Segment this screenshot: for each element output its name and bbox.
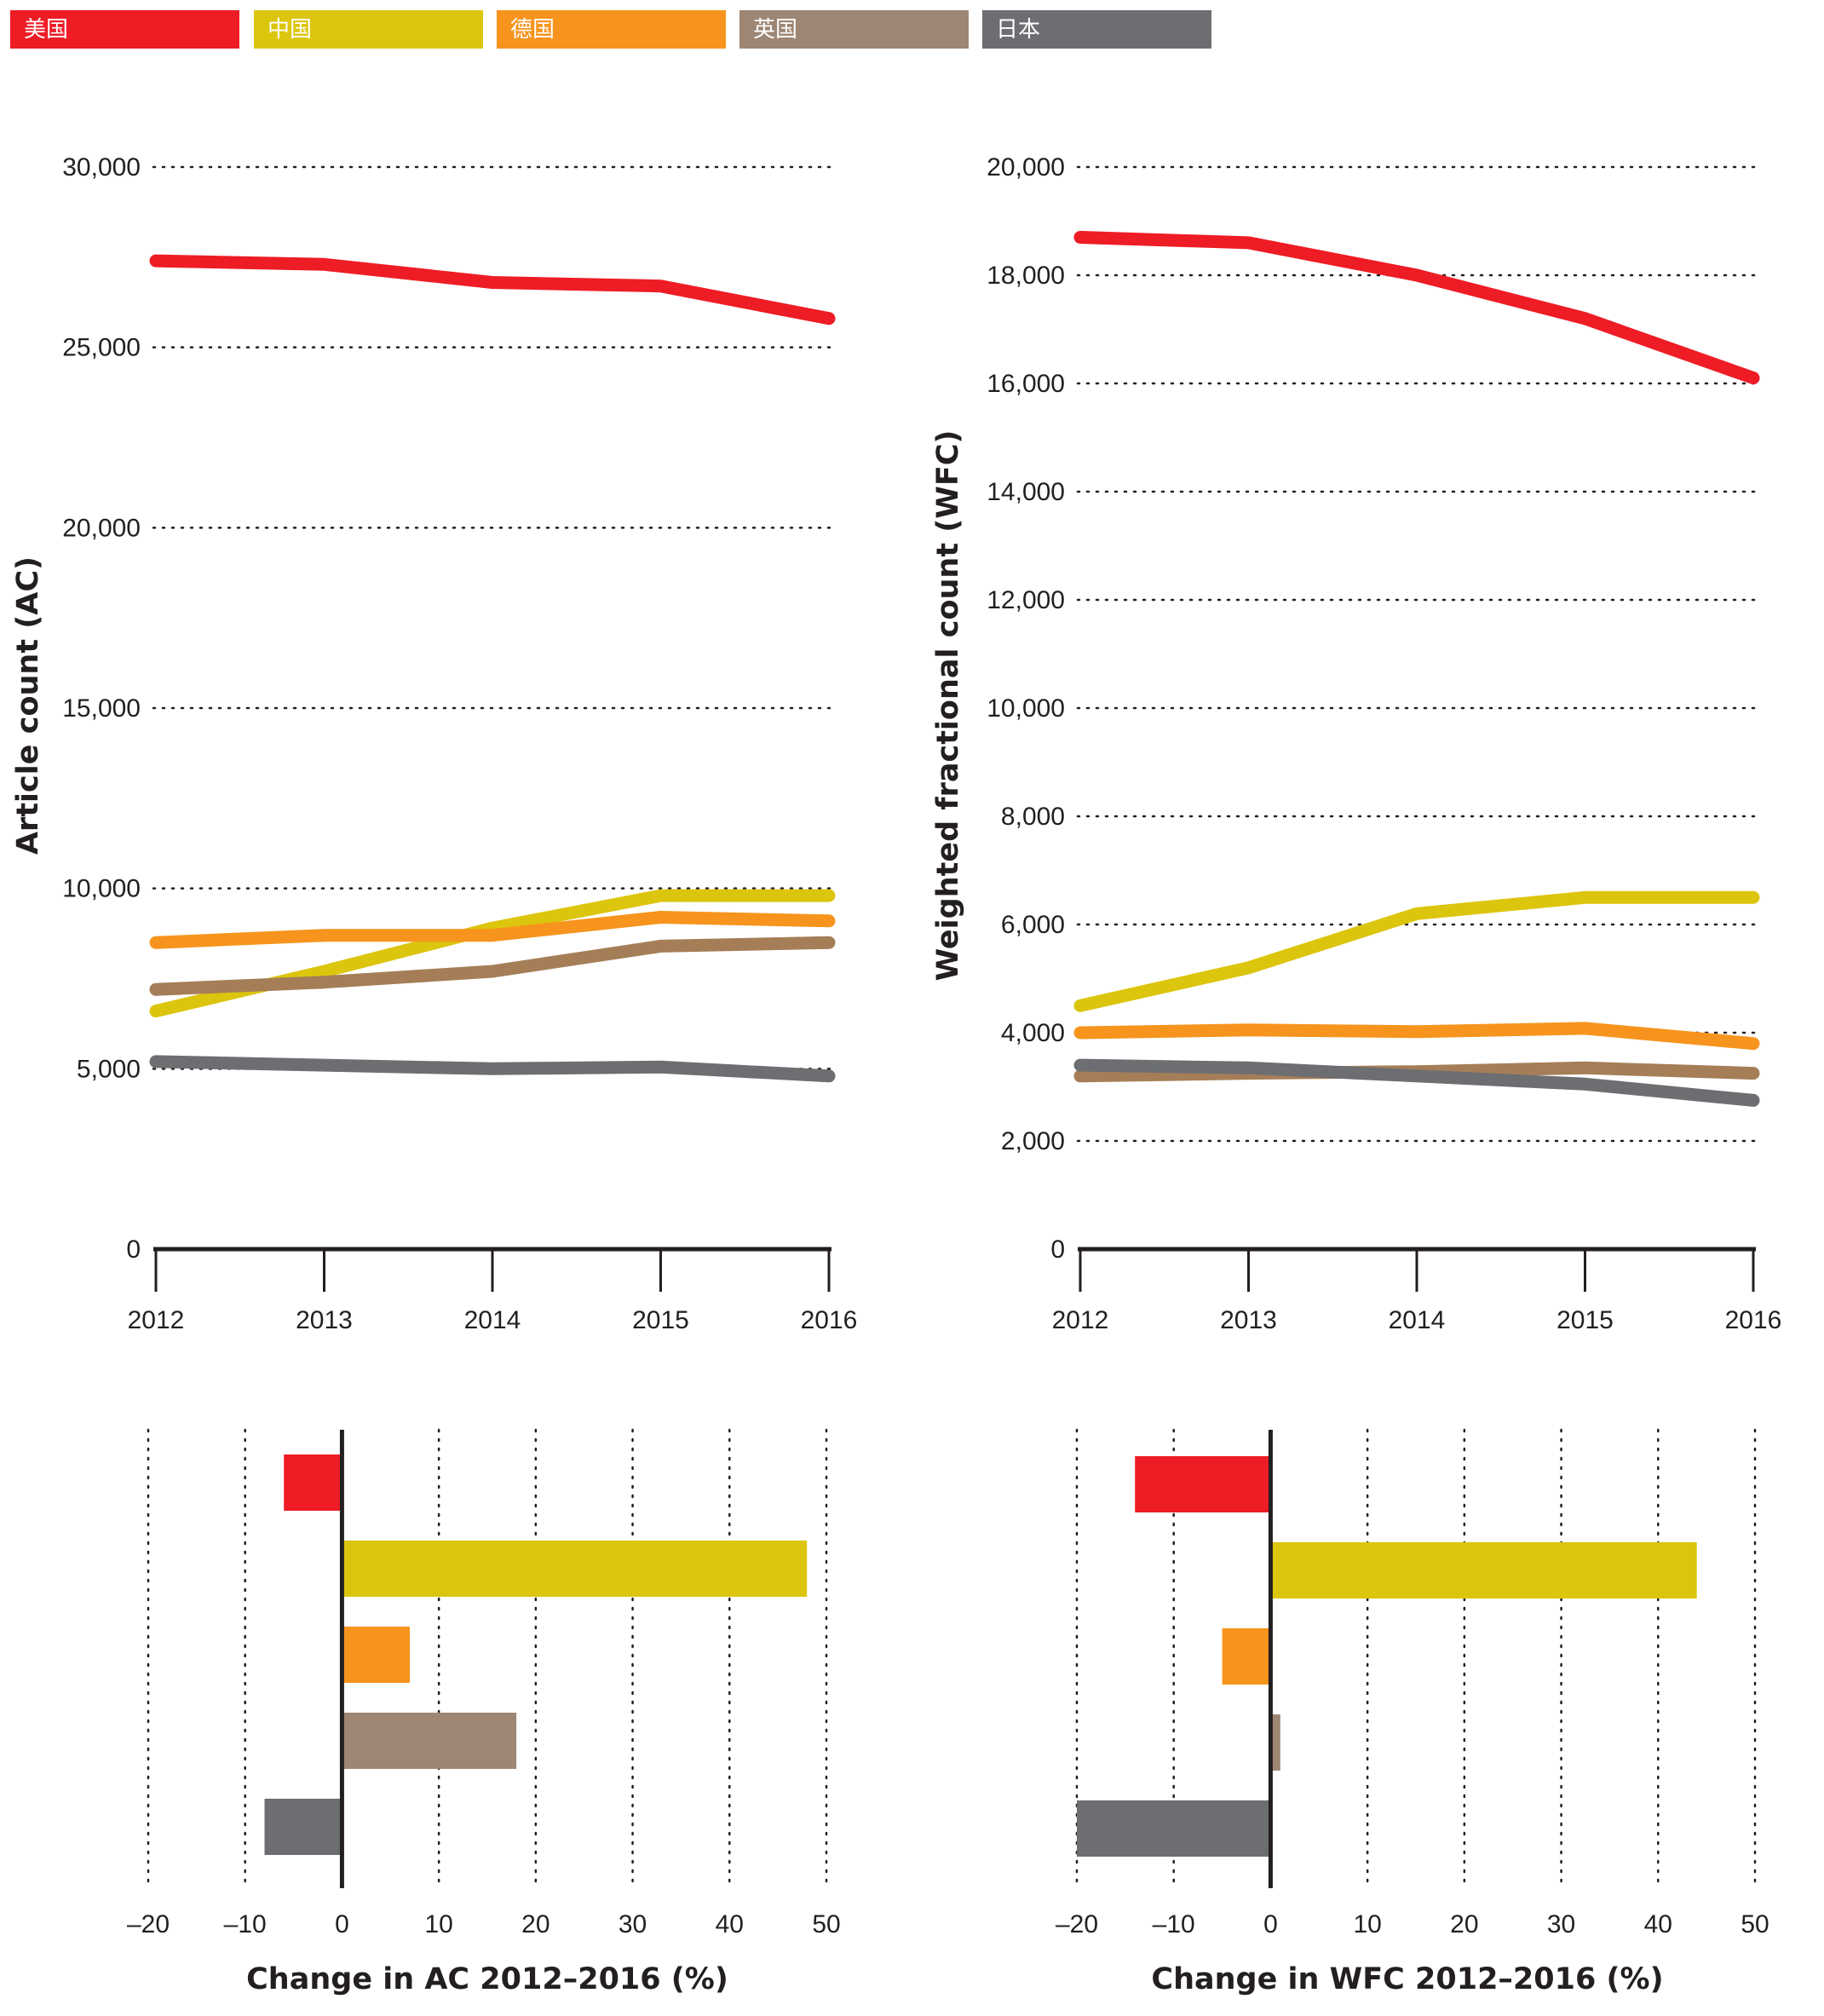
- x-tick-label: 0: [335, 1910, 349, 1938]
- x-tick-label: –10: [224, 1910, 267, 1938]
- series-line-germany: [1073, 1022, 1760, 1051]
- y-tick-label: 2,000: [1001, 1127, 1065, 1155]
- bar-china: [1270, 1542, 1697, 1598]
- y-tick-label: 14,000: [987, 478, 1065, 506]
- legend-swatch-uk: [739, 10, 969, 49]
- legend-swatch-china: [254, 10, 483, 49]
- x-tick-label: 2014: [464, 1306, 521, 1334]
- bar-usa: [1135, 1456, 1271, 1512]
- series-line-japan: [1073, 1058, 1760, 1107]
- bar-japan: [264, 1799, 342, 1855]
- legend-label-japan: 日本: [996, 17, 1040, 43]
- series-line-usa: [149, 254, 836, 325]
- x-tick-label: 2016: [1725, 1306, 1782, 1334]
- x-tick-label: 2012: [1052, 1306, 1109, 1334]
- legend-swatch-germany: [497, 10, 726, 49]
- line-chart-article-count: 0 5,000 10,000 15,000 20,000 25,000 30,000 2012…: [62, 153, 857, 1334]
- y-tick-label: 10,000: [987, 694, 1065, 723]
- y-tick-label: 15,000: [62, 694, 141, 723]
- bar-china: [342, 1541, 808, 1597]
- x-tick-label: 0: [1263, 1910, 1278, 1938]
- legend-swatch-usa: [10, 10, 239, 49]
- x-tick-label: 20: [1450, 1910, 1478, 1938]
- y-tick-label: 16,000: [987, 370, 1065, 398]
- x-tick-label: 30: [619, 1910, 647, 1938]
- y-tick-label: 18,000: [987, 262, 1065, 290]
- x-tick-label: 2013: [296, 1306, 353, 1334]
- y-tick-label: 10,000: [62, 875, 141, 903]
- bar-germany: [1222, 1628, 1271, 1685]
- x-tick-label: 2014: [1389, 1306, 1446, 1334]
- x-tick-label: 2013: [1220, 1306, 1277, 1334]
- x-tick-label: 2012: [128, 1306, 185, 1334]
- x-tick-label: 40: [1644, 1910, 1672, 1938]
- x-axis-title-change-ac: Change in AC 2012–2016 (%): [246, 1962, 728, 1996]
- bar-usa: [284, 1454, 342, 1511]
- bar-uk: [1270, 1714, 1280, 1771]
- y-tick-label: 0: [1050, 1236, 1065, 1264]
- x-tick-label: –10: [1153, 1910, 1195, 1938]
- bar-uk: [342, 1713, 517, 1769]
- legend-label-china: 中国: [268, 17, 312, 43]
- legend-label-usa: 美国: [24, 17, 68, 43]
- legend-label-germany: 德国: [510, 17, 555, 43]
- x-tick-label: 10: [1353, 1910, 1381, 1938]
- y-axis-title-wfc: Weighted fractional count (WFC): [931, 430, 965, 982]
- legend-swatch-japan: [982, 10, 1211, 49]
- bar-chart-change-wfc: –20 –10 0 10 20 30 40 50: [1056, 1428, 1769, 1938]
- x-tick-label: 40: [716, 1910, 744, 1938]
- legend-item-uk: 英国: [739, 10, 969, 49]
- x-tick-label: 50: [1741, 1910, 1769, 1938]
- x-tick-label: 30: [1547, 1910, 1575, 1938]
- y-tick-label: 20,000: [987, 153, 1065, 181]
- y-tick-label: 30,000: [62, 153, 141, 181]
- y-tick-label: 4,000: [1001, 1019, 1065, 1047]
- series-line-germany: [149, 911, 836, 949]
- legend-label-uk: 英国: [753, 17, 797, 43]
- y-tick-label: 20,000: [62, 514, 141, 542]
- x-tick-label: 50: [812, 1910, 840, 1938]
- x-tick-label: 10: [424, 1910, 452, 1938]
- legend-item-japan: 日本: [982, 10, 1211, 49]
- y-tick-label: 12,000: [987, 586, 1065, 614]
- y-axis-title-ac: Article count (AC): [11, 556, 45, 855]
- bar-japan: [1077, 1800, 1271, 1857]
- x-tick-label: –20: [127, 1910, 170, 1938]
- y-tick-label: 25,000: [62, 334, 141, 362]
- x-tick-label: 20: [521, 1910, 550, 1938]
- line-chart-weighted-fractional-count: 0 2,000 4,000 6,000 8,000 10,000 12,000 14,000 1…: [987, 153, 1781, 1334]
- bar-germany: [342, 1627, 410, 1683]
- y-tick-label: 0: [126, 1236, 141, 1264]
- series-line-uk: [149, 936, 836, 996]
- x-tick-label: 2015: [632, 1306, 689, 1334]
- legend-item-germany: 德国: [497, 10, 726, 49]
- x-axis-title-change-wfc: Change in WFC 2012–2016 (%): [1151, 1962, 1663, 1996]
- legend-item-china: 中国: [254, 10, 483, 49]
- x-tick-label: 2016: [801, 1306, 858, 1334]
- y-tick-label: 8,000: [1001, 803, 1065, 831]
- x-tick-label: –20: [1056, 1910, 1098, 1938]
- y-tick-label: 5,000: [77, 1055, 141, 1083]
- x-tick-label: 2015: [1556, 1306, 1614, 1334]
- series-line-china: [1073, 890, 1760, 1012]
- bar-chart-change-ac: –20 –10 0 10 20 30 40 50: [127, 1428, 841, 1938]
- series-line-japan: [149, 1055, 836, 1083]
- legend: 美国 中国 德国 英国 日本: [10, 10, 1211, 49]
- legend-item-usa: 美国: [10, 10, 239, 49]
- series-line-usa: [1073, 231, 1760, 385]
- y-tick-label: 6,000: [1001, 911, 1065, 939]
